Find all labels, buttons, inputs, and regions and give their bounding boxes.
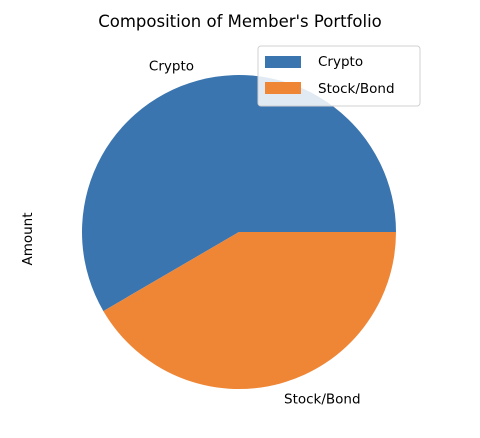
legend: Crypto Stock/Bond xyxy=(257,45,421,107)
legend-label-crypto: Crypto xyxy=(318,54,363,70)
pie-slices xyxy=(82,75,397,390)
y-axis-label: Amount xyxy=(20,212,36,265)
legend-label-stock-bond: Stock/Bond xyxy=(318,81,395,97)
legend-swatch-crypto xyxy=(265,56,301,68)
pie-slice-labels: Crypto Stock/Bond xyxy=(149,58,361,407)
pie-slice-label-crypto: Crypto xyxy=(149,58,194,74)
pie-slice-stock-bond xyxy=(103,232,397,390)
pie-slice-crypto xyxy=(82,75,397,312)
pie-slice-label-stock-bond: Stock/Bond xyxy=(284,392,361,408)
chart-title: Composition of Member's Portfolio xyxy=(98,12,382,31)
legend-swatch-stock-bond xyxy=(265,82,301,94)
